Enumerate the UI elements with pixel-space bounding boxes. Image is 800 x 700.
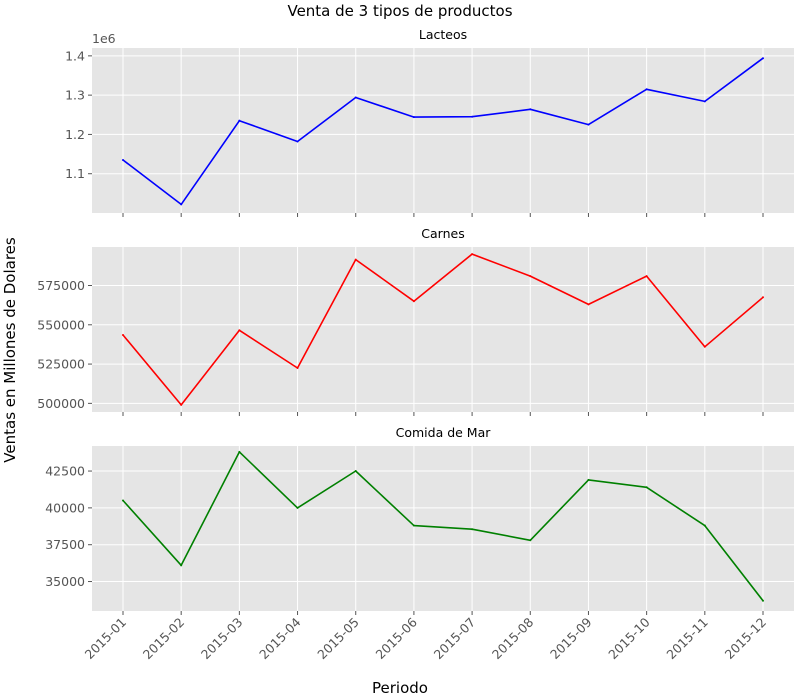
subplot-1-series-line bbox=[122, 57, 764, 206]
subplot-1-data-point bbox=[122, 158, 124, 161]
x-tick-label: 2015-02 bbox=[140, 615, 188, 663]
subplot-3-data-point bbox=[412, 524, 415, 527]
subplot-2-data-point bbox=[587, 303, 590, 306]
subplot-3-title: Comida de Mar bbox=[396, 425, 492, 440]
subplot-1-title: Lacteos bbox=[419, 27, 467, 42]
subplot-1-y-tick-label: 1.3 bbox=[65, 88, 85, 103]
subplot-3-y-tick-label: 37500 bbox=[45, 537, 85, 552]
subplot-3-data-point bbox=[354, 470, 357, 473]
subplot-2-title: Carnes bbox=[421, 226, 464, 241]
subplot-2-data-point bbox=[412, 300, 415, 303]
subplot-2-y-tick-label: 500000 bbox=[37, 396, 85, 411]
subplot-2-data-point bbox=[645, 275, 648, 278]
subplot-1-data-point bbox=[703, 100, 706, 103]
subplot-2-data-point bbox=[762, 296, 764, 299]
subplot-1-data-point bbox=[354, 96, 357, 99]
subplot-2-data-point bbox=[529, 275, 532, 278]
subplot-3-y-tick-label: 40000 bbox=[45, 500, 85, 515]
subplot-1-y-offset-label: 1e6 bbox=[92, 31, 116, 46]
x-tick-label: 2015-01 bbox=[82, 615, 130, 663]
x-tick-label: 2015-08 bbox=[489, 614, 537, 662]
subplot-3-data-point bbox=[296, 506, 299, 509]
x-tick-label: 2015-12 bbox=[722, 615, 770, 663]
subplot-1-data-point bbox=[762, 57, 764, 60]
subplot-3-data-point bbox=[122, 499, 124, 502]
subplot-3-y-tick-label: 42500 bbox=[45, 464, 85, 479]
subplot-3-data-point bbox=[471, 528, 474, 531]
x-tick-label: 2015-11 bbox=[663, 615, 711, 663]
chart-title: Venta de 3 tipos de productos bbox=[287, 2, 512, 20]
subplot-3-data-point bbox=[645, 486, 648, 489]
subplot-2-series-line bbox=[122, 253, 764, 406]
subplot-2-data-point bbox=[296, 367, 299, 369]
subplot-2-y-tick-label: 525000 bbox=[37, 357, 85, 372]
subplot-2-data-point bbox=[703, 345, 706, 348]
x-tick-label: 2015-04 bbox=[256, 614, 304, 662]
subplot-1-data-point bbox=[587, 123, 590, 126]
subplot-2-data-point bbox=[471, 253, 474, 256]
subplot-3-data-point bbox=[238, 450, 241, 453]
subplot-1-y-tick-label: 1.1 bbox=[65, 166, 85, 181]
subplot-2-y-tick-label: 575000 bbox=[37, 278, 85, 293]
subplot-1-data-point bbox=[645, 88, 648, 91]
subplot-3-series-line bbox=[122, 451, 764, 602]
subplot-1-data-point bbox=[529, 108, 532, 111]
subplot-1-y-tick-label: 1.4 bbox=[65, 48, 85, 63]
x-tick-label: 2015-10 bbox=[605, 614, 653, 662]
subplot-1-data-point bbox=[412, 116, 415, 119]
subplot-1-y-tick-label: 1.2 bbox=[65, 127, 85, 142]
subplot-2-background bbox=[92, 247, 794, 412]
subplot-1-data-point bbox=[471, 115, 474, 118]
subplot-2-data-point bbox=[180, 403, 183, 406]
subplot-1-data-point bbox=[180, 203, 183, 206]
subplot-3-data-point bbox=[180, 564, 183, 567]
x-tick-label: 2015-06 bbox=[372, 614, 420, 662]
x-tick-label: 2015-07 bbox=[431, 615, 479, 663]
subplot-1-data-point bbox=[238, 119, 241, 122]
x-tick-label: 2015-05 bbox=[314, 615, 362, 663]
x-tick-label: 2015-09 bbox=[547, 614, 595, 662]
x-tick-label: 2015-03 bbox=[198, 615, 246, 663]
subplot-3-y-tick-label: 35000 bbox=[45, 574, 85, 589]
subplot-2-data-point bbox=[238, 329, 241, 332]
subplot-2-data-point bbox=[122, 334, 124, 336]
subplot-2-y-tick-label: 550000 bbox=[37, 317, 85, 332]
subplots-group: 1.1 1.2 1.3 1.4 Lacteos 1e6 500000 525000 550000… bbox=[37, 27, 794, 662]
x-axis-label: Periodo bbox=[372, 679, 428, 697]
subplot-1-background bbox=[92, 48, 794, 213]
subplot-2-data-point bbox=[354, 258, 357, 261]
y-axis-label: Ventas en Millones de Dolares bbox=[1, 237, 19, 463]
subplot-3-background bbox=[92, 446, 794, 611]
subplot-3-data-point bbox=[529, 539, 532, 542]
subplot-1-data-point bbox=[296, 140, 299, 143]
subplot-3-data-point bbox=[762, 599, 764, 602]
subplot-3-data-point bbox=[703, 524, 706, 527]
subplot-3-data-point bbox=[587, 478, 590, 481]
